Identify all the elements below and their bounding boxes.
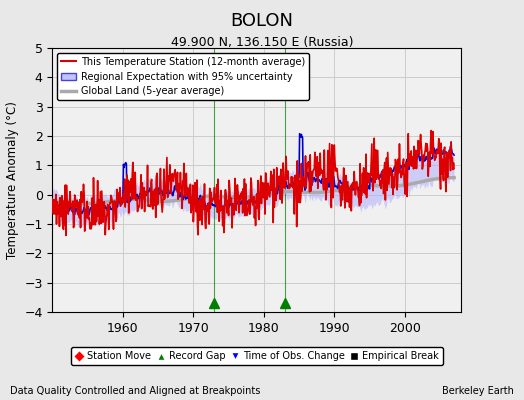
Y-axis label: Temperature Anomaly (°C): Temperature Anomaly (°C) [6, 101, 19, 259]
Text: Data Quality Controlled and Aligned at Breakpoints: Data Quality Controlled and Aligned at B… [10, 386, 261, 396]
Text: Berkeley Earth: Berkeley Earth [442, 386, 514, 396]
Text: BOLON: BOLON [231, 12, 293, 30]
Legend: Station Move, Record Gap, Time of Obs. Change, Empirical Break: Station Move, Record Gap, Time of Obs. C… [71, 348, 443, 365]
Text: 49.900 N, 136.150 E (Russia): 49.900 N, 136.150 E (Russia) [171, 36, 353, 49]
